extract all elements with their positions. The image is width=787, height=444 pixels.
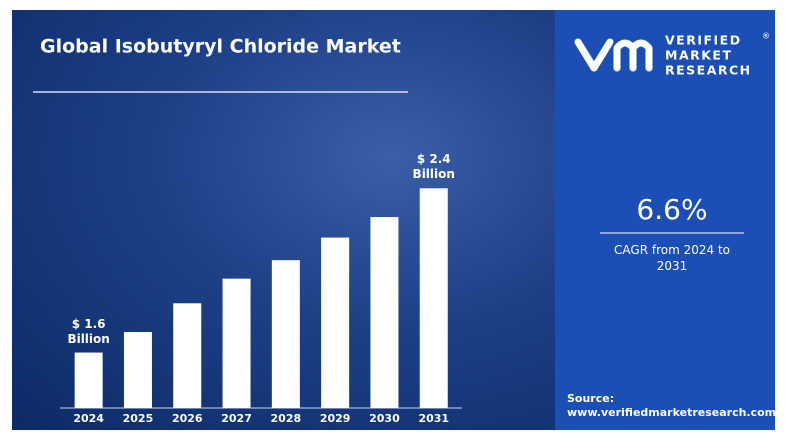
- sidebar: [555, 10, 775, 430]
- logo-v: [574, 38, 614, 72]
- x-tick-label: 2026: [172, 412, 203, 425]
- bar: [321, 237, 350, 408]
- bar: [123, 332, 152, 408]
- bar: [173, 303, 202, 408]
- x-tick-label: 2029: [320, 412, 351, 425]
- bar: [370, 217, 399, 408]
- cagr-caption: CAGR from 2024 to 2031: [614, 243, 730, 273]
- brand-mark: ®: [762, 32, 770, 41]
- x-tick-label: 2027: [221, 412, 252, 425]
- bar: [419, 188, 448, 408]
- cagr-value: 6.6%: [636, 193, 707, 226]
- x-tick-label: 2028: [271, 412, 302, 425]
- x-tick-label: 2030: [369, 412, 400, 425]
- brand-line: RESEARCH: [665, 63, 752, 78]
- bar: [222, 278, 251, 408]
- value-label: $ 2.4 Billion: [412, 152, 455, 182]
- logo: [574, 38, 653, 72]
- brand-line: MARKET: [665, 48, 733, 63]
- x-tick-label: 2031: [418, 412, 449, 425]
- bar: [271, 260, 300, 408]
- x-tick-label: 2024: [73, 412, 104, 425]
- chart-title: Global Isobutyryl Chloride Market: [40, 36, 401, 58]
- x-tick-label: 2025: [123, 412, 154, 425]
- source-url: www.verifiedmarketresearch.com: [567, 406, 777, 419]
- logo-m: [613, 39, 653, 72]
- value-label: $ 1.6 Billion: [67, 316, 110, 346]
- source-label: Source:: [567, 392, 615, 405]
- bar: [74, 352, 103, 408]
- brand-line: VERIFIED: [665, 33, 742, 48]
